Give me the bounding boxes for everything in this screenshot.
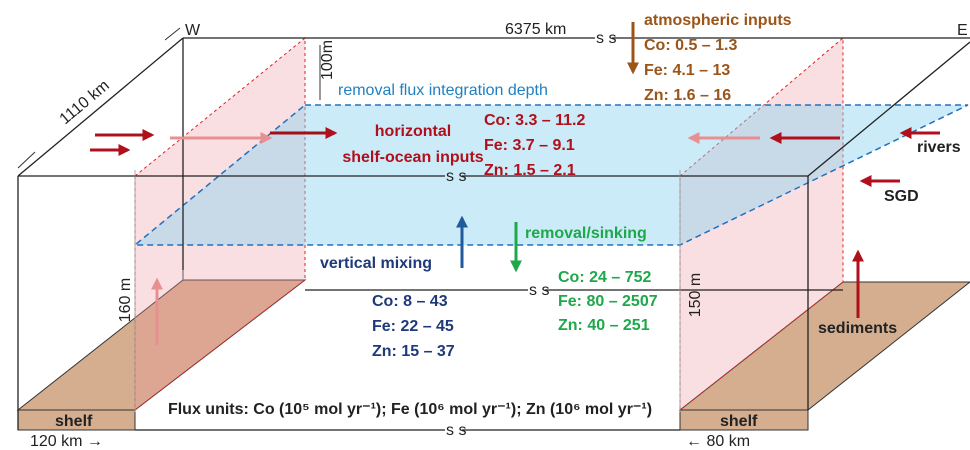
break-mark: s s — [529, 282, 549, 299]
left-shelf-label: shelf — [55, 413, 93, 430]
left-height-label: 160 m — [117, 278, 134, 322]
width-label: 6375 km — [505, 21, 566, 38]
sediments-label: sediments — [818, 320, 897, 337]
horizontal-title: horizontal — [375, 123, 451, 140]
mixing-title: vertical mixing — [320, 255, 432, 272]
top-layer-label: 100m — [319, 40, 336, 80]
horizontal-title: shelf-ocean inputs — [342, 149, 483, 166]
break-mark: s s — [446, 422, 466, 439]
flux-arrows — [90, 22, 940, 345]
atm-fe: Fe: 4.1 – 13 — [644, 62, 730, 79]
atm-co: Co: 0.5 – 1.3 — [644, 37, 737, 54]
units-note: Flux units: Co (10⁵ mol yr⁻¹); Fe (10⁶ m… — [168, 401, 652, 418]
hor-fe: Fe: 3.7 – 9.1 — [484, 137, 575, 154]
mix-zn: Zn: 15 – 37 — [372, 343, 455, 360]
rem-co: Co: 24 – 752 — [558, 269, 651, 286]
right-shelf-label: shelf — [720, 413, 758, 430]
removal-title: removal/sinking — [525, 225, 647, 242]
integration-depth-label: removal flux integration depth — [338, 82, 548, 99]
right-shelf-width: ← 80 km — [686, 433, 750, 450]
break-mark: s s — [446, 168, 466, 185]
west-label: W — [185, 22, 201, 39]
sgd-label: SGD — [884, 188, 919, 205]
right-boundary-plane — [679, 36, 844, 412]
left-shelf-width: 120 km → — [30, 433, 103, 450]
box-edges — [17, 27, 970, 431]
rem-zn: Zn: 40 – 251 — [558, 317, 650, 334]
rem-fe: Fe: 80 – 2507 — [558, 293, 658, 310]
break-mark: s s — [596, 30, 616, 47]
mix-fe: Fe: 22 – 45 — [372, 318, 454, 335]
mix-co: Co: 8 – 43 — [372, 293, 448, 310]
rivers-label: rivers — [917, 139, 961, 156]
atm-zn: Zn: 1.6 – 16 — [644, 87, 731, 104]
east-label: E — [957, 22, 968, 39]
hor-co: Co: 3.3 – 11.2 — [484, 112, 585, 129]
right-height-label: 150 m — [687, 273, 704, 317]
hor-zn: Zn: 1.5 – 2.1 — [484, 162, 576, 179]
atm-title: atmospheric inputs — [644, 12, 792, 29]
